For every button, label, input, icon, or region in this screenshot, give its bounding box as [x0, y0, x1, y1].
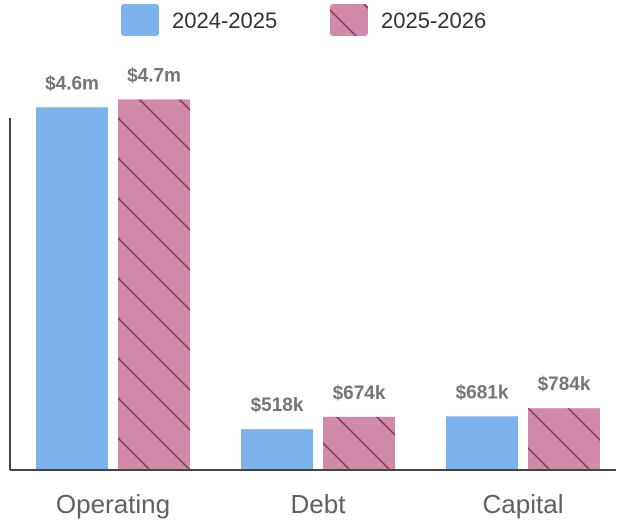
data-label-capital-2025-2026: $784k — [538, 374, 591, 395]
legend-swatch-2025-2026 — [330, 4, 368, 36]
bars-group — [36, 99, 600, 471]
category-labels-group: Operating Debt Capital — [56, 489, 564, 519]
data-label-debt-2025-2026: $674k — [333, 383, 386, 404]
category-label-debt: Debt — [291, 489, 347, 519]
data-label-debt-2024-2025: $518k — [251, 395, 304, 416]
bar-capital-2024-2025 — [446, 416, 518, 470]
category-label-capital: Capital — [483, 489, 564, 519]
legend-label-2025-2026: 2025-2026 — [381, 8, 486, 33]
bar-debt-2024-2025 — [241, 429, 313, 470]
bar-debt-2025-2026 — [323, 416, 395, 470]
bar-operating-2024-2025 — [36, 107, 108, 471]
category-label-operating: Operating — [56, 489, 170, 519]
bar-capital-2025-2026 — [528, 408, 600, 470]
data-labels-group: $4.6m $4.7m $518k $674k $681k $784k — [45, 65, 591, 416]
legend: 2024-2025 2025-2026 — [121, 4, 486, 36]
data-label-capital-2024-2025: $681k — [456, 382, 509, 403]
bar-operating-2025-2026 — [118, 99, 190, 470]
legend-swatch-2024-2025 — [121, 4, 159, 36]
data-label-operating-2025-2026: $4.7m — [127, 65, 181, 86]
legend-label-2024-2025: 2024-2025 — [172, 8, 277, 33]
data-label-operating-2024-2025: $4.6m — [45, 73, 99, 94]
